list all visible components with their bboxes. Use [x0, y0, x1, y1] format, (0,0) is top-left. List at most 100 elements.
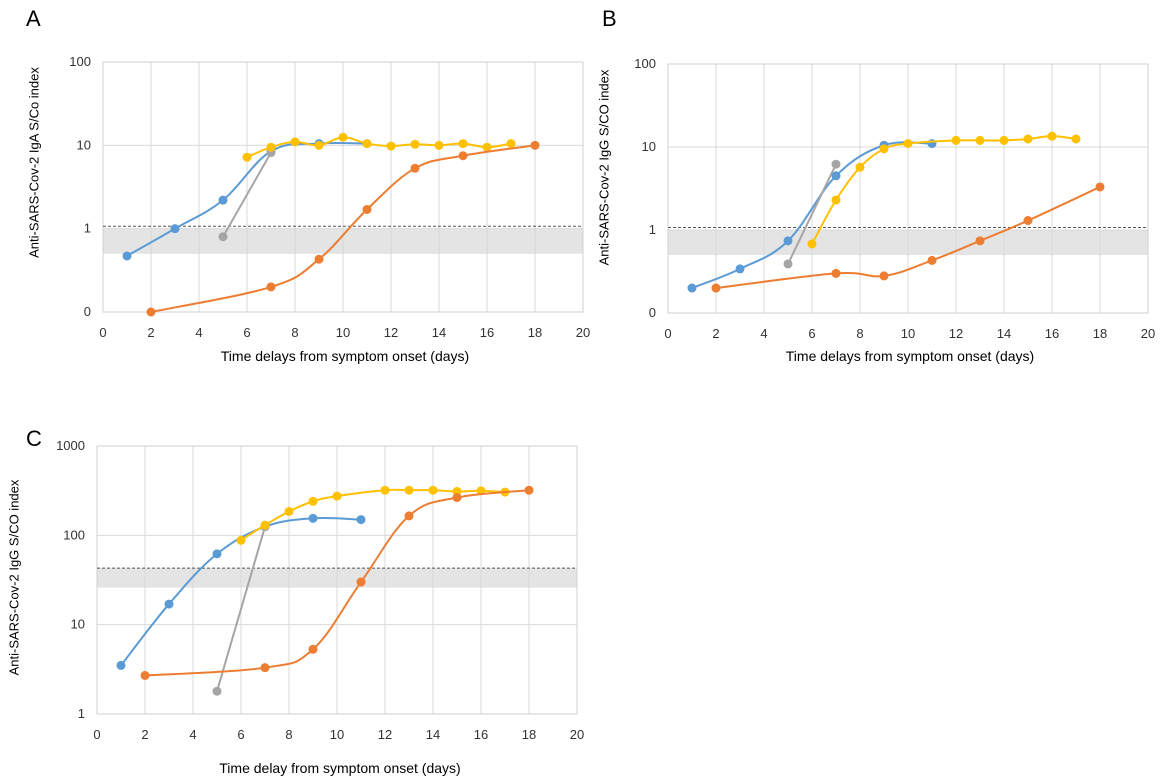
panel-c-series-4-point	[140, 670, 150, 680]
panel-a-x-tick-label: 12	[384, 325, 398, 340]
panel-c-x-tick-label: 14	[426, 727, 440, 742]
panel-c-x-tick-label: 4	[189, 727, 196, 742]
panel-c-series-4-point	[260, 663, 270, 673]
panel-b-x-tick-label: 2	[712, 326, 719, 341]
panel-b-label: B	[602, 6, 617, 31]
panel-b-series-3-point	[831, 195, 841, 205]
panel-b-x-tick-label: 14	[997, 326, 1011, 341]
panel-c-series-1-point	[212, 549, 222, 559]
panel-b-series-3-point	[1071, 134, 1081, 144]
panel-c-series-4-point	[452, 493, 462, 503]
panel-a-x-tick-label: 0	[99, 325, 106, 340]
panel-c-x-tick-label: 2	[141, 727, 148, 742]
panel-b-series-3-point	[879, 144, 889, 154]
panel-a-x-tick-label: 6	[243, 325, 250, 340]
panel-c-series-3-point	[308, 496, 318, 506]
panel-a-x-tick-label: 16	[480, 325, 494, 340]
panel-c-series-2-line	[216, 526, 266, 692]
panel-b-x-tick-label: 12	[949, 326, 963, 341]
panel-c-label: C	[26, 426, 42, 451]
panel-c-x-tick-label: 12	[378, 727, 392, 742]
panel-a-series-3-point	[242, 152, 252, 162]
panel-b-x-tick-label: 16	[1045, 326, 1059, 341]
panel-c-series-4-point	[308, 644, 318, 654]
panel-a-series-3-point	[482, 142, 492, 152]
panel-b-series-4-point	[1095, 182, 1105, 192]
panel-a-y-tick-label: 0	[84, 304, 91, 319]
panel-b-plot: 0 2 4 6 8 10 12 14 16 18 20 0 1 10 100	[634, 56, 1155, 341]
panel-c-series-4-point	[524, 485, 534, 495]
panel-a-x-tick-label: 4	[195, 325, 202, 340]
panel-a-series-3-point	[290, 137, 300, 147]
panel-b-series-1-point	[735, 264, 745, 274]
panel-b-series-1-point	[687, 283, 697, 293]
panel-a-series-3-point	[362, 139, 372, 149]
panel-c-y-tick-label: 10	[71, 617, 85, 632]
panel-b-x-axis-label: Time delays from symptom onset (days)	[785, 348, 1035, 364]
panel-b-y-tick-label: 100	[634, 56, 656, 71]
panel-a-series-3-point	[410, 139, 420, 149]
panel-b-series-2-point	[783, 259, 793, 269]
panel-b-plot-border	[667, 63, 1149, 314]
panel-a-series-4-point	[314, 254, 324, 264]
panel-b-series-4-point	[711, 283, 721, 293]
panel-b-series-3-point	[1047, 131, 1057, 141]
panel-b-series-4-point	[1023, 216, 1033, 226]
panel-b-x-tick-label: 10	[901, 326, 915, 341]
panel-b-series-4-point	[879, 271, 889, 281]
panel-a-series-4-point	[146, 307, 156, 317]
panel-c-series-3-point	[332, 491, 342, 501]
panel-a-series-1-point	[122, 251, 132, 261]
panel-c-x-tick-label: 0	[93, 727, 100, 742]
panel-a-series-2-point	[218, 232, 228, 242]
panel-c-series-3-line	[240, 488, 506, 542]
panel-c-series-1-point	[164, 599, 174, 609]
panel-c-series-3-point	[260, 520, 270, 530]
panel-b-x-tick-label: 18	[1093, 326, 1107, 341]
panel-b-x-tick-label: 4	[760, 326, 767, 341]
panel-a-series-1-point	[170, 224, 180, 234]
panel-b-series-4-point	[831, 268, 841, 278]
panel-a-series-3-point	[458, 139, 468, 149]
panel-a-series-4-point	[362, 204, 372, 214]
panel-b-series-4-point	[927, 255, 937, 265]
panel-a-x-tick-label: 14	[432, 325, 446, 340]
panel-a-x-tick-label: 18	[528, 325, 542, 340]
panel-b-series-2-point	[831, 159, 841, 169]
panel-c-series-3-point	[236, 535, 246, 545]
panel-a-y-tick-label: 10	[77, 137, 91, 152]
panel-a-plot: 0 2 4 6 8 10 12 14 16 18 20 0 1 10 100	[69, 54, 590, 340]
panel-b-y-tick-label: 10	[642, 139, 656, 154]
panel-c-series-1-point	[308, 513, 318, 523]
panel-c-x-tick-label: 10	[330, 727, 344, 742]
panel-a-series-1-point	[218, 195, 228, 205]
panel-c-series-3-point	[284, 506, 294, 516]
panel-b-x-tick-label: 0	[664, 326, 671, 341]
panel-c-y-tick-label: 100	[63, 527, 85, 542]
panel-c-series-2-point	[212, 686, 222, 696]
panel-b-series-1-point	[831, 171, 841, 181]
panel-c-x-tick-label: 18	[522, 727, 536, 742]
panel-b-series-1-point	[927, 139, 937, 149]
panel-a-plot-border	[102, 61, 584, 313]
panel-b: B Anti-SARS-Cov-2 IgG S/CO index Time de…	[590, 0, 1160, 390]
panel-b-series-1-point	[783, 236, 793, 246]
panel-b-series-3-point	[1023, 134, 1033, 144]
panel-c-x-axis-label: Time delay from symptom onset (days)	[219, 760, 461, 776]
panel-c-series-1-point	[116, 660, 126, 670]
panel-c-series-4-point	[404, 511, 414, 521]
panel-a-series-3-point	[386, 141, 396, 151]
panel-a-x-tick-label: 2	[147, 325, 154, 340]
panel-a-series-4-point	[458, 151, 468, 161]
panel-c-x-tick-label: 8	[285, 727, 292, 742]
panel-b-series-3-point	[951, 135, 961, 145]
panel-b-y-tick-label: 1	[649, 222, 656, 237]
panel-c-plot: 0 2 4 6 8 10 12 14 16 18 20 1 10 100 1000	[56, 438, 584, 742]
panel-b-series-3-point	[999, 135, 1009, 145]
panel-a: A Anti-SARS-Cov-2 IgA S/Co index Time de…	[0, 0, 600, 390]
panel-c-series-4-point	[356, 577, 366, 587]
panel-c-series-3-point	[428, 485, 438, 495]
panel-b-series-4-point	[975, 236, 985, 246]
panel-c: C Anti-SARS-Cov-2 IgG S/CO index Time de…	[0, 420, 600, 781]
panel-a-label: A	[26, 6, 41, 31]
